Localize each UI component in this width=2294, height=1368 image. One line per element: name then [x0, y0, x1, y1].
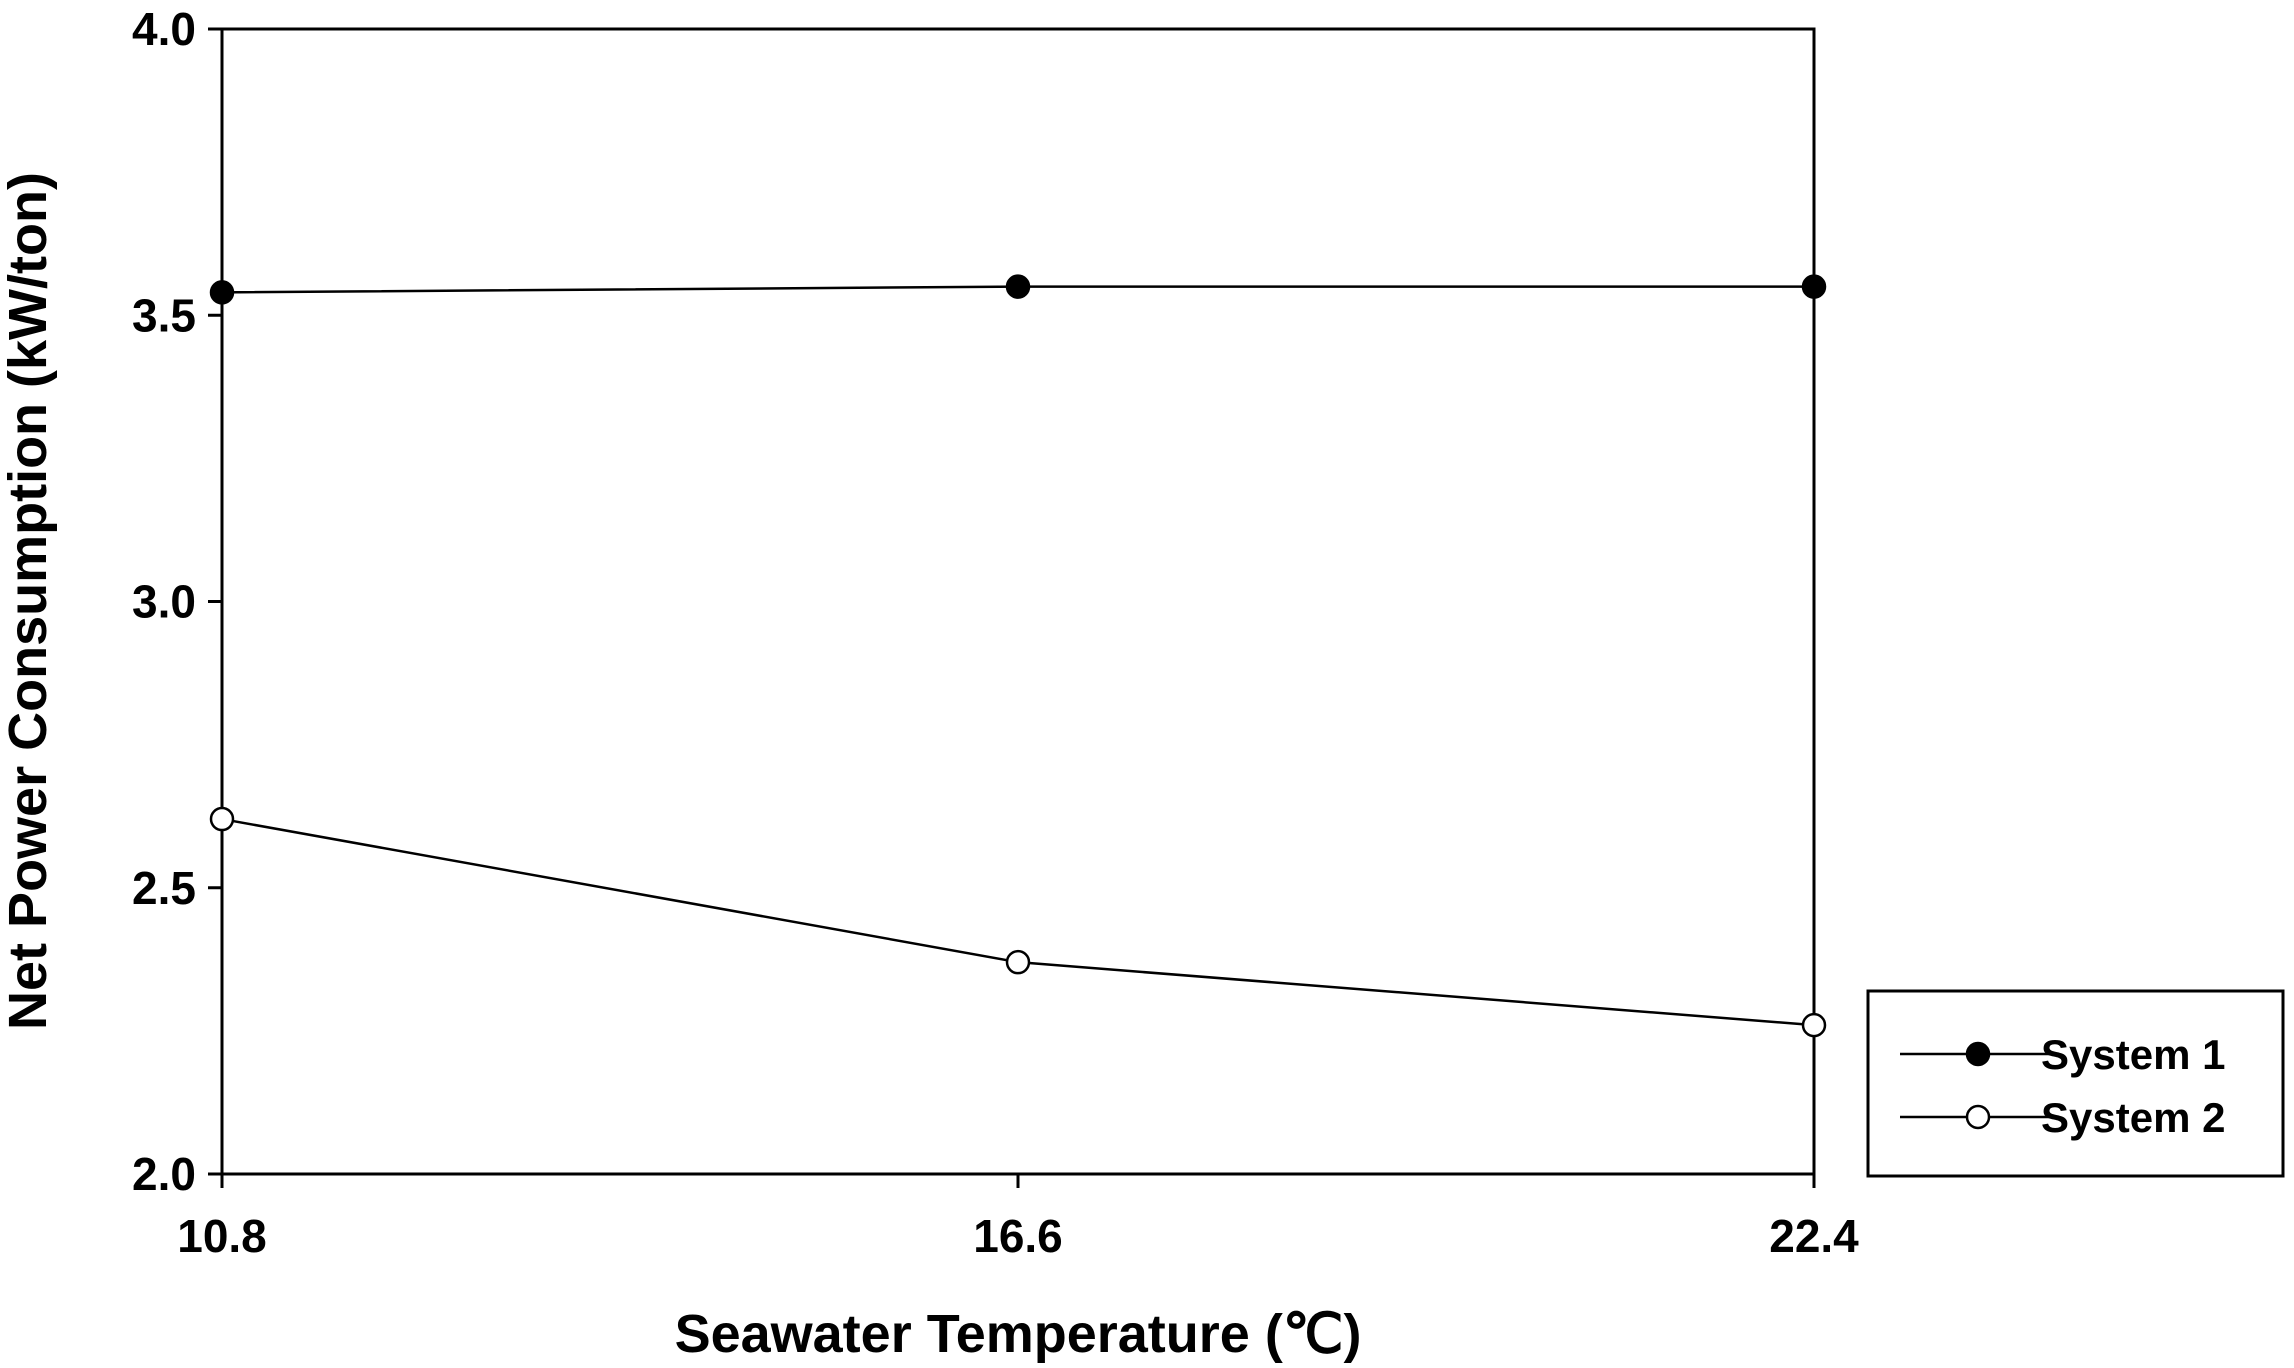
x-axis: 10.8 16.6 22.4 [177, 1174, 1859, 1262]
series-layer [209, 274, 1827, 1038]
x-tick-label: 22.4 [1769, 1210, 1859, 1262]
series-1 [209, 274, 1827, 305]
legend-box [1866, 989, 2285, 1178]
y-tick-label: 2.5 [132, 862, 196, 914]
plot-frame [220, 27, 1816, 1176]
legend-label: System 1 [2041, 1031, 2225, 1078]
legend-item: System 2 [1900, 1094, 2225, 1141]
data-point [1801, 1012, 1827, 1038]
y-tick-label: 3.5 [132, 289, 196, 341]
y-axis: 2.0 2.5 3.0 3.5 4.0 [132, 3, 222, 1200]
x-tick-label: 16.6 [973, 1210, 1063, 1262]
x-axis-title: Seawater Temperature (℃) [675, 1304, 1362, 1364]
legend-marker [1965, 1104, 1991, 1130]
data-point [209, 280, 235, 305]
legend-label: System 2 [2041, 1094, 2225, 1141]
data-point [1005, 949, 1031, 975]
series-2 [209, 806, 1827, 1038]
series-line [221, 817, 1815, 1027]
y-tick-label: 3.0 [132, 576, 196, 628]
data-point [1801, 274, 1827, 299]
data-point [1005, 274, 1031, 299]
legend: System 1 System 2 [1866, 989, 2285, 1178]
y-axis-title: Net Power Consumption (kW/ton) [0, 172, 58, 1030]
legend-item: System 1 [1900, 1031, 2225, 1078]
y-tick-label: 2.0 [132, 1148, 196, 1200]
y-tick-label: 4.0 [132, 3, 196, 55]
x-tick-label: 10.8 [177, 1210, 267, 1262]
legend-marker [1965, 1041, 1991, 1067]
data-point [209, 806, 235, 832]
